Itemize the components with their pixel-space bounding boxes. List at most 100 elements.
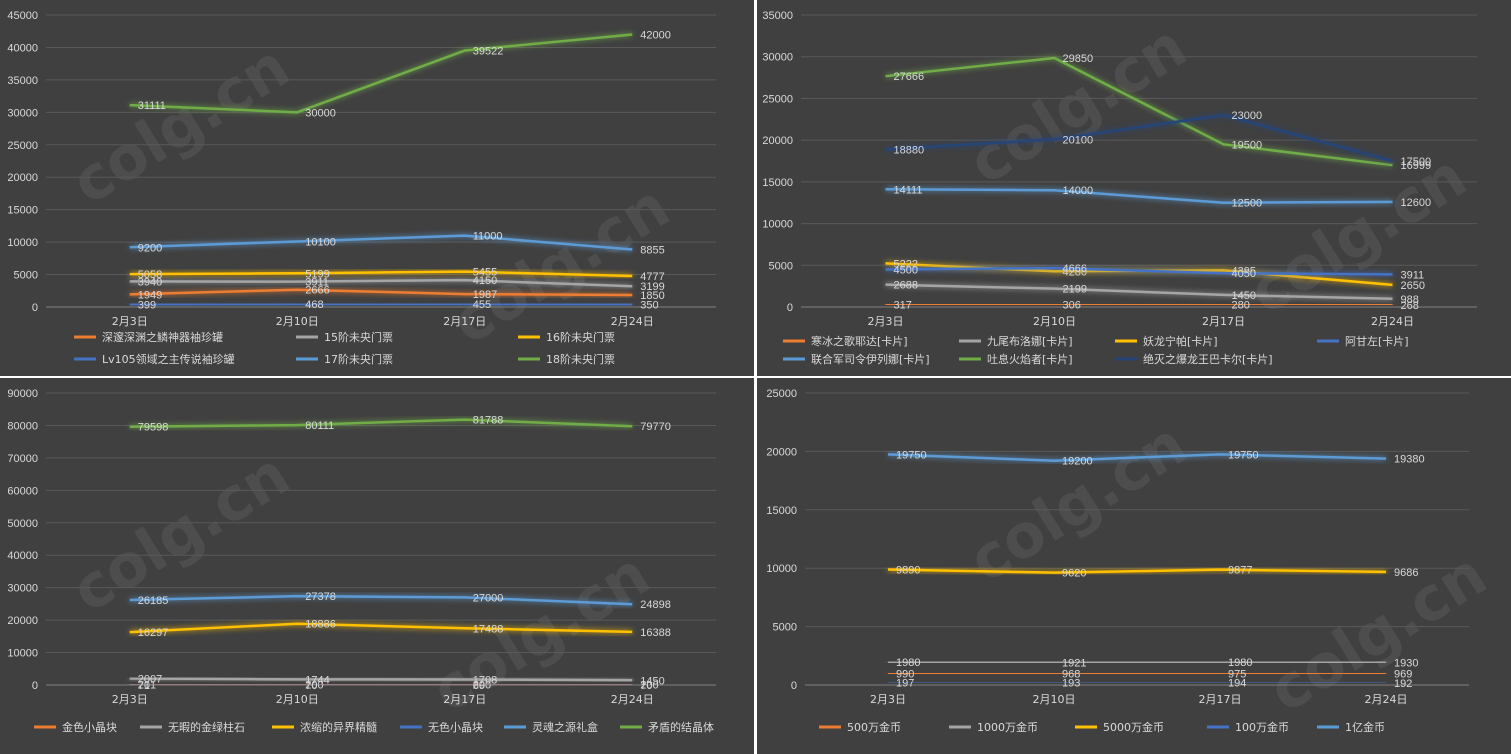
series-line	[129, 418, 633, 428]
data-label: 4050	[1232, 268, 1256, 280]
chart-panel-tickets: colg.cn colg.cn 0 5000 10000 15000 20000 2500…	[0, 0, 754, 376]
legend-label: 无暇的金绿柱石	[168, 720, 245, 734]
y-tick-label: 15000	[762, 177, 793, 189]
data-label: 5455	[473, 267, 497, 279]
line-chart-tickets: 0 5000 10000 15000 20000 25000 30000 35000 40000…	[7, 10, 716, 366]
data-label: 71	[138, 680, 150, 692]
legend-label: 15阶未央门票	[324, 330, 393, 344]
y-tick-label: 25000	[7, 140, 38, 152]
data-label: 1921	[1062, 658, 1086, 670]
data-label: 30000	[305, 107, 336, 119]
y-tick-label: 20000	[7, 172, 38, 184]
data-label: 70	[640, 680, 652, 692]
data-label: 16388	[640, 627, 671, 639]
data-label: 24898	[640, 599, 671, 611]
data-label: 19750	[896, 449, 927, 461]
data-label: 26185	[138, 595, 169, 607]
data-label: 968	[1062, 669, 1080, 681]
legend-label: 寒冰之歌耶达[卡片]	[811, 334, 908, 348]
y-tick-label: 0	[791, 680, 797, 692]
chart-panel-materials: colg.cn colg.cn 0 10000 20000 30000 40000 500…	[0, 378, 754, 754]
data-label: 27378	[305, 591, 336, 603]
x-tick-label: 2月10日	[276, 693, 319, 706]
data-label: 14000	[1063, 185, 1094, 197]
data-label: 194	[1228, 678, 1246, 690]
x-tick-label: 2月10日	[1033, 315, 1076, 328]
legend-label: 5000万金币	[1103, 720, 1164, 734]
chart-panel-gold: colg.cn colg.cn 0 5000 10000 15000 20000 2500…	[757, 378, 1511, 754]
y-tick-label: 5000	[769, 260, 793, 272]
legend-label: 矛盾的结晶体	[648, 720, 714, 734]
legend-label: 绝灭之爆龙王巴卡尔[卡片]	[1143, 352, 1273, 366]
legend-label: 1亿金币	[1345, 720, 1385, 734]
y-tick-label: 20000	[762, 135, 793, 147]
data-label: 192	[1394, 678, 1412, 690]
data-label: 1450	[1232, 290, 1256, 302]
data-label: 990	[896, 668, 914, 680]
data-label: 193	[1062, 678, 1080, 690]
y-tick-label: 40000	[7, 550, 38, 562]
data-label: 975	[1228, 669, 1246, 681]
data-label: 39522	[473, 46, 504, 58]
data-label: 317	[894, 299, 912, 311]
data-label: 9200	[138, 242, 162, 254]
y-tick-label: 25000	[766, 388, 797, 400]
data-label: 16297	[138, 627, 169, 639]
y-tick-label: 10000	[766, 563, 797, 575]
data-label: 2007	[138, 673, 162, 685]
legend-label: 1000万金币	[977, 720, 1038, 734]
data-label: 988	[1401, 294, 1419, 306]
y-tick-label: 10000	[762, 219, 793, 231]
data-label: 468	[305, 299, 323, 311]
legend-label: 金色小晶块	[62, 720, 117, 734]
data-label: 200	[640, 679, 658, 691]
series-line	[885, 188, 1393, 204]
data-label: 1980	[896, 657, 920, 669]
x-tick-label: 2月17日	[1202, 315, 1245, 328]
data-label: 1987	[473, 289, 497, 301]
data-label: 18886	[305, 619, 336, 631]
x-tick-label: 2月24日	[611, 315, 654, 328]
legend-label: 16阶未央门票	[546, 330, 615, 344]
series-line	[129, 288, 633, 297]
data-label: 2199	[1063, 284, 1087, 296]
data-label: 3911	[1401, 269, 1425, 281]
data-label: 69	[473, 680, 485, 692]
data-label: 11000	[473, 231, 503, 243]
legend-label: Lv105领域之主传说袖珍罐	[102, 352, 235, 366]
y-tick-label: 50000	[7, 518, 38, 530]
data-label: 18880	[894, 144, 925, 156]
data-label: 17500	[1401, 156, 1432, 168]
series-line	[885, 56, 1393, 167]
data-label: 27666	[894, 71, 925, 83]
data-label: 4666	[1063, 263, 1087, 275]
line-chart-cards: 0 5000 10000 15000 20000 25000 30000 35000 2月3日 2…	[762, 10, 1477, 366]
data-label: 8855	[640, 245, 664, 257]
x-tick-label: 2月17日	[1199, 693, 1242, 706]
data-label: 9686	[1394, 567, 1418, 579]
series-line	[129, 594, 633, 606]
series-line	[129, 677, 633, 682]
y-tick-label: 70000	[7, 453, 38, 465]
y-tick-label: 40000	[7, 42, 38, 54]
data-label: 79598	[138, 422, 169, 434]
data-label: 81788	[473, 415, 504, 427]
y-tick-label: 30000	[762, 52, 793, 64]
data-label: 1930	[1394, 657, 1418, 669]
y-tick-label: 15000	[766, 505, 797, 517]
data-label: 4150	[473, 275, 497, 287]
legend-label: 吐息火焰者[卡片]	[987, 352, 1073, 366]
data-label: 42000	[640, 29, 671, 41]
y-tick-label: 80000	[7, 420, 38, 432]
y-tick-label: 5000	[14, 270, 38, 282]
data-label: 19380	[1394, 454, 1425, 466]
series-line	[129, 278, 633, 288]
data-label: 350	[640, 300, 658, 312]
legend-label: 17阶未央门票	[324, 352, 393, 366]
y-tick-label: 0	[32, 302, 38, 314]
y-tick-label: 10000	[7, 237, 38, 249]
legend-label: 无色小晶块	[428, 720, 483, 734]
legend-label: 联合军司令伊列娜[卡片]	[811, 352, 930, 366]
data-label: 20100	[1063, 134, 1094, 146]
data-label: 1850	[640, 290, 664, 302]
